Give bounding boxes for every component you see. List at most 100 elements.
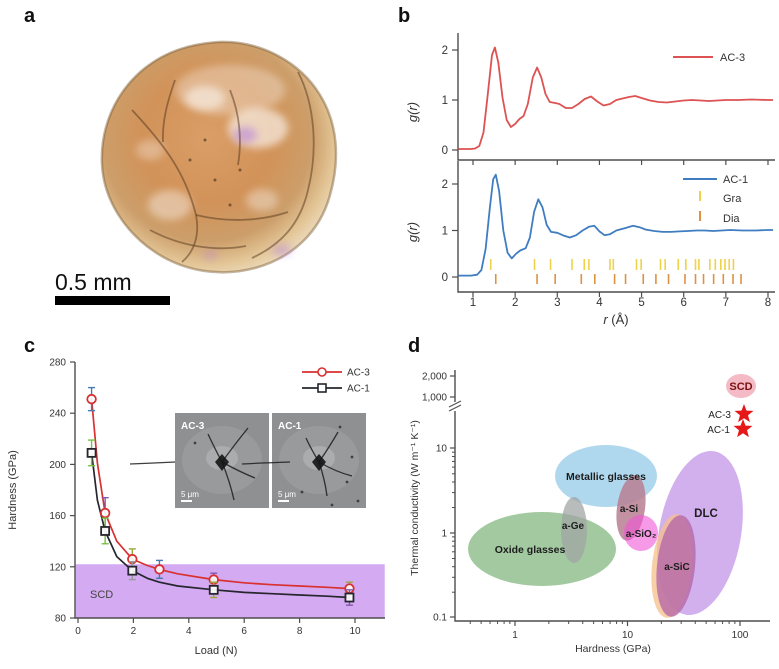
y-tick-label: 1 [442, 226, 448, 238]
x-tick-label: 1 [470, 297, 476, 309]
data-point-ac-3 [154, 564, 165, 575]
inset-label-ac1: AC-1 [278, 421, 302, 432]
y-axis-label-top: g(r) [405, 102, 420, 122]
inset-label-ac3: AC-3 [181, 421, 205, 432]
inset-scale-bar [181, 500, 192, 502]
sem-speck [338, 425, 342, 429]
sem-insets [129, 413, 366, 508]
iridescent-glint [233, 127, 257, 143]
panel-letter-c: c [24, 335, 35, 357]
sem-speck [350, 455, 354, 459]
x-axis-label: r (Å) [603, 312, 628, 327]
region-a-sio₂ [624, 515, 658, 551]
x-tick-label: 1 [512, 630, 518, 641]
inset-scale-label-ac1: 5 μm [278, 490, 296, 499]
inset-scale-label-ac3: 5 μm [181, 490, 199, 499]
x-tick-label: 4 [186, 626, 192, 637]
y-tick-label: 2 [442, 179, 448, 191]
legend-label-ac3: AC-3 [720, 52, 745, 64]
axes: 2,000 1,000 10 1 0.1 1 10 100 [422, 370, 770, 641]
sem-speck [330, 503, 334, 507]
inclusion-speck [203, 138, 207, 142]
star-label-ac3: AC-3 [708, 410, 731, 421]
region-label-a-sic: a-SiC [664, 562, 690, 573]
y-tick-label: 1 [441, 529, 447, 540]
region-label-a-ge: a-Ge [562, 521, 585, 532]
panel-d: d 2,000 1,000 10 1 0.1 1 10 100 Oxide glasses Me… [408, 335, 770, 655]
x-tick-label: 100 [732, 630, 749, 641]
material-labels: Oxide glasses Metallic glasses a-Ge a-Si a-S… [495, 381, 753, 573]
sample-photo [100, 40, 338, 274]
inclusion-speck [228, 203, 232, 207]
region-scd [726, 374, 756, 398]
region-label-metallic glasses: Metallic glasses [566, 471, 646, 483]
y-tick-label: 80 [55, 614, 67, 625]
panel-letter-d: d [408, 335, 420, 357]
y-tick-label: 120 [49, 562, 66, 573]
indent-crack [129, 461, 176, 465]
x-tick-label: 5 [638, 297, 644, 309]
indent-mark [312, 454, 326, 471]
crack-line [195, 211, 289, 221]
panel-a: a 0.5 mm [24, 5, 338, 305]
star-ac-1 [733, 419, 753, 438]
glass-highlight [246, 189, 278, 211]
sem-speck [193, 441, 197, 445]
y-tick-label: 1 [442, 95, 448, 107]
data-point-ac-1 [100, 526, 111, 536]
y-tick-label: 0 [442, 272, 448, 284]
panel-letter-a: a [24, 5, 36, 27]
data-point-ac-3 [99, 507, 111, 519]
legend: AC-3 AC-1 [302, 367, 370, 395]
y-axis-label-bottom: g(r) [405, 222, 420, 242]
x-tick-label: 8 [297, 626, 303, 637]
axes-spine [457, 161, 775, 293]
y-tick-label: 1,000 [422, 393, 447, 404]
axes-spine [457, 33, 775, 161]
inclusion-speck [188, 158, 192, 162]
glass-highlight [136, 140, 164, 160]
legend-label-ac3: AC-3 [347, 368, 370, 379]
iridescent-glint [202, 250, 218, 260]
glass-highlight [185, 86, 225, 110]
y-tick-label: 2 [442, 45, 448, 57]
panel-letter-b: b [398, 5, 410, 27]
axes-spine [454, 370, 770, 622]
x-axis-label: Load (N) [195, 645, 238, 657]
indent-crack [241, 461, 291, 465]
x-axis-label: Hardness (GPa) [575, 643, 651, 655]
inclusion-speck [238, 168, 242, 172]
x-tick-label: 10 [349, 626, 361, 637]
gr-curve-ac-3 [458, 46, 774, 150]
gr-plots: 0 1 2 0 1 2 1 2 3 4 5 6 7 8 [442, 33, 775, 309]
y-tick-label: 160 [49, 511, 66, 522]
crack-line [131, 109, 199, 263]
x-tick-label: 2 [131, 626, 137, 637]
iridescent-glint [272, 244, 292, 256]
region-label-dlc: DLC [694, 508, 718, 520]
y-tick-label: 0.1 [433, 613, 447, 624]
region-label-oxide glasses: Oxide glasses [495, 544, 566, 556]
legend-label-ac1: AC-1 [347, 384, 370, 395]
region-label-a-si: a-Si [620, 504, 639, 515]
data-point-ac-1 [86, 447, 97, 458]
sample-stars [733, 404, 754, 438]
hardness-plot: 0 2 4 6 8 10 80 120 160 200 240 280 [49, 358, 385, 637]
axis-break-mask [449, 402, 461, 411]
sem-speck [345, 480, 349, 484]
data-point-ac-1 [344, 592, 355, 603]
scale-bar-label: 0.5 mm [55, 269, 132, 295]
glass-highlight [148, 190, 192, 220]
material-regions [468, 374, 756, 618]
y-axis-label: Hardness (GPa) [7, 450, 19, 529]
legend-marker-circle [317, 367, 327, 377]
crack-line [251, 189, 309, 259]
y-tick-label: 280 [49, 358, 66, 369]
data-point-ac-1 [127, 565, 138, 576]
inclusion-speck [213, 178, 217, 182]
region-a-ge [561, 497, 587, 563]
y-axis-label: Thermal conductivity (W m⁻¹ K⁻¹) [409, 420, 421, 576]
x-tick-label: 0 [75, 626, 81, 637]
gr-curve-ac-1 [458, 173, 774, 277]
